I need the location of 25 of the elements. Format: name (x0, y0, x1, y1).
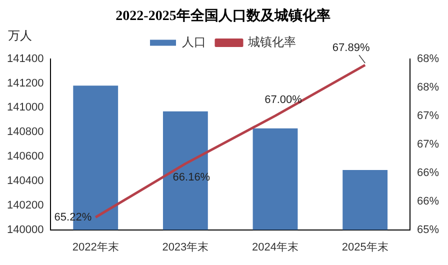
y-tick-label: 140600 (6, 150, 44, 163)
x-tick-label: 2023年末 (162, 240, 209, 254)
y2-tick-label: 66% (416, 166, 440, 179)
legend-label: 人口 (182, 35, 206, 50)
y2-tick-label: 66% (416, 195, 440, 208)
y2-tick-label: 68% (416, 52, 440, 65)
legend-label: 城镇化率 (247, 35, 296, 50)
y2-tick-label: 67% (416, 138, 440, 150)
y-tick-label: 140800 (6, 126, 44, 138)
data-label: 67.89% (332, 42, 370, 54)
x-tick-label: 2025年末 (342, 240, 388, 254)
x-tick-label: 2024年末 (252, 240, 298, 254)
chart-title: 2022-2025年全国人口数及城镇化率 (116, 7, 330, 24)
y-tick-label: 141400 (6, 52, 44, 65)
y-tick-label: 140400 (6, 174, 44, 187)
y2-tick-label: 67% (416, 110, 440, 122)
y-axis-title: 万人 (8, 28, 32, 42)
y-tick-label: 140000 (6, 224, 44, 236)
y-tick-label: 141000 (6, 102, 44, 114)
data-label: 67.00% (264, 94, 302, 106)
y2-tick-label: 65% (416, 224, 440, 236)
y-tick-label: 140200 (6, 199, 44, 212)
y2-tick-label: 68% (416, 81, 440, 94)
y-tick-label: 141200 (6, 77, 44, 90)
x-tick-label: 2022年末 (72, 240, 119, 254)
